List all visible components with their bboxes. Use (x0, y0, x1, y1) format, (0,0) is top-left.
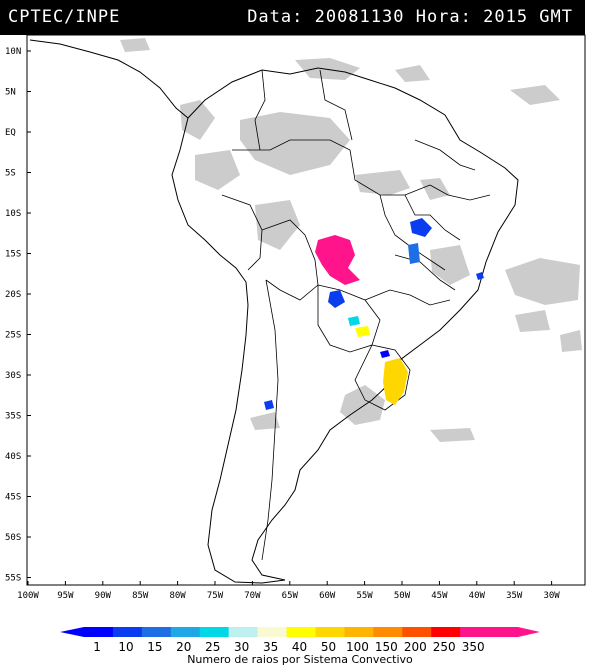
colorbar-level-label: 150 (375, 640, 398, 654)
colorbar-swatch (344, 627, 374, 637)
lat-label: 10N (5, 47, 21, 57)
colorbar-swatch (431, 627, 461, 637)
cluster-cyan (348, 316, 360, 326)
colorbar-swatch (315, 627, 345, 637)
colorbar-swatch (286, 627, 316, 637)
colorbar-swatch (257, 627, 288, 637)
cluster-blue-5 (264, 400, 274, 410)
lat-label: 25S (5, 331, 21, 341)
lat-label: 35S (5, 412, 21, 422)
colorbar-level-label: 1 (93, 640, 101, 654)
lon-label: 35W (506, 591, 523, 601)
lat-label: EQ (5, 128, 16, 138)
lon-label: 75W (207, 591, 224, 601)
colorbar-swatch (112, 627, 143, 637)
lon-label: 40W (469, 591, 486, 601)
colorbar-swatch (84, 627, 114, 637)
lat-label: 55S (5, 574, 21, 584)
colorbar-level-label: 250 (433, 640, 456, 654)
cluster-blue-4 (380, 350, 390, 358)
lat-label: 40S (5, 452, 21, 462)
colorbar-level-label: 15 (147, 640, 162, 654)
colorbar-level-label: 100 (346, 640, 369, 654)
colorbar-title: Numero de raios por Sistema Convectivo (187, 653, 413, 666)
country-borders (221, 69, 491, 561)
lat-label: 5N (5, 88, 16, 98)
lon-label: 100W (17, 591, 39, 601)
lon-label: 60W (319, 591, 336, 601)
colorbar-swatch (489, 627, 519, 637)
colorbar-level-label: 30 (234, 640, 249, 654)
header-datetime: Data: 20081130 Hora: 2015 GMT (247, 7, 573, 27)
lat-label: 20S (5, 290, 21, 300)
colorbar-swatch (141, 627, 172, 637)
lat-label: 15S (5, 250, 21, 260)
colorbar-level-label: 10 (118, 640, 133, 654)
continent-outline (171, 67, 519, 584)
colorbar-level-label: 25 (205, 640, 220, 654)
lon-label: 95W (57, 591, 74, 601)
colorbar-labels: 1 10 15 20 25 30 35 40 50 100 150 200 250 350 (93, 640, 484, 654)
cluster-magenta (315, 235, 360, 285)
lon-label: 85W (132, 591, 149, 601)
colorbar-swatch (170, 627, 201, 637)
cluster-blue-1 (328, 290, 345, 308)
cluster-yellow (355, 326, 370, 337)
colorbar-level-label: 350 (462, 640, 485, 654)
lon-label: 45W (431, 591, 448, 601)
lat-label: 5S (5, 169, 16, 179)
colorbar-level-label: 40 (292, 640, 307, 654)
colorbar-level-label: 50 (321, 640, 336, 654)
colorbar-level-label: 200 (404, 640, 427, 654)
lat-label: 30S (5, 371, 21, 381)
cluster-blue-6 (476, 272, 484, 280)
lon-label: 65W (282, 591, 299, 601)
lon-label: 80W (169, 591, 186, 601)
lon-label: 70W (244, 591, 261, 601)
lon-label: 30W (543, 591, 560, 601)
colorbar-swatch (402, 627, 432, 637)
longitude-axis: 100W 95W 90W 85W 80W 75W 70W 65W 60W 55W 50W 45W 40W… (17, 581, 560, 601)
colorbar-swatch (373, 627, 403, 637)
cluster-blue-3 (408, 243, 420, 264)
cluster-blue-2 (410, 218, 432, 237)
cloud-areas (120, 38, 582, 442)
colorbar-right-cap (518, 627, 540, 637)
cluster-orange (383, 358, 408, 405)
colorbar (60, 627, 540, 637)
lat-label: 50S (5, 533, 21, 543)
lon-label: 55W (356, 591, 373, 601)
map-header: CPTEC/INPE Data: 20081130 Hora: 2015 GMT (0, 0, 585, 35)
colorbar-swatch (199, 627, 230, 637)
colorbar-swatch (460, 627, 490, 637)
colorbar-left-cap (60, 627, 84, 637)
colorbar-swatch (228, 627, 259, 637)
lightning-clusters (264, 218, 484, 410)
lon-label: 50W (394, 591, 411, 601)
central-america-outline (29, 39, 189, 119)
latitude-axis: 10N 5N EQ 5S 10S 15S 20S 25S 30S 35S 40S 45S 50S 55S (5, 47, 31, 584)
colorbar-level-label: 20 (176, 640, 191, 654)
lon-label: 90W (95, 591, 112, 601)
lat-label: 45S (5, 493, 21, 503)
lat-label: 10S (5, 209, 21, 219)
header-source: CPTEC/INPE (8, 7, 121, 27)
colorbar-level-label: 35 (263, 640, 278, 654)
